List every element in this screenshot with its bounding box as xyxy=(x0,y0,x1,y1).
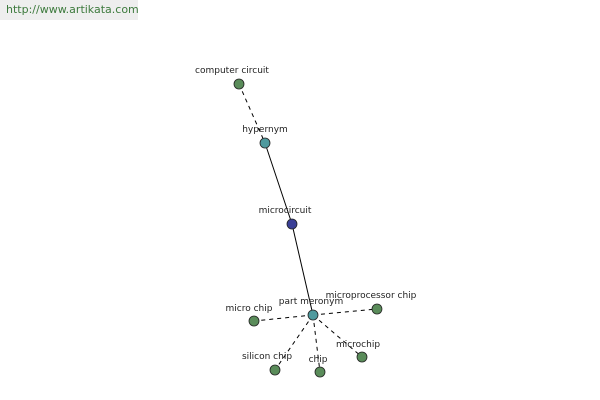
node[interactable] xyxy=(314,366,326,378)
node-label: part meronym xyxy=(279,297,343,307)
node[interactable] xyxy=(371,303,383,315)
node-label: micro chip xyxy=(226,304,273,314)
edge xyxy=(291,223,314,316)
node[interactable] xyxy=(286,218,298,230)
node[interactable] xyxy=(248,315,260,327)
node[interactable] xyxy=(307,309,319,321)
node-label: microchip xyxy=(336,340,380,350)
edge xyxy=(312,308,378,316)
edge xyxy=(312,314,321,373)
node-label: hypernym xyxy=(242,125,288,135)
node-label: microcircuit xyxy=(259,206,312,216)
edge xyxy=(253,314,314,322)
node-label: chip xyxy=(309,355,328,365)
edge xyxy=(312,314,363,358)
site-url[interactable]: http://www.artikata.com xyxy=(0,0,139,20)
node-label: computer circuit xyxy=(195,66,269,76)
edge xyxy=(274,314,314,371)
node-label: microprocessor chip xyxy=(326,291,417,301)
node-label: silicon chip xyxy=(242,352,292,362)
node[interactable] xyxy=(233,78,245,90)
edge xyxy=(264,142,293,225)
node[interactable] xyxy=(259,137,271,149)
node[interactable] xyxy=(269,364,281,376)
edge xyxy=(238,83,266,144)
node[interactable] xyxy=(356,351,368,363)
